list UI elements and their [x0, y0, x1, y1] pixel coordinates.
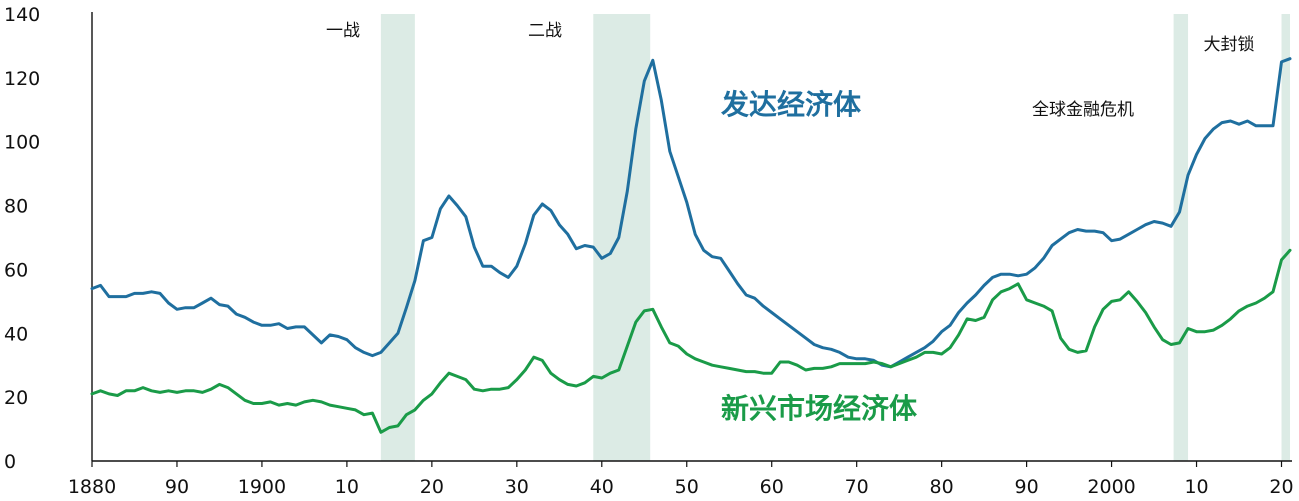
y-tick-label-6: 120 — [4, 68, 40, 90]
x-tick-label-7: 50 — [675, 476, 699, 498]
period-label-2: 全球金融危机 — [1032, 100, 1134, 120]
series-label-emerging: 新兴市场经济体 — [721, 392, 918, 425]
x-tick-label-11: 90 — [1015, 476, 1039, 498]
shaded-period-3 — [1281, 14, 1290, 461]
y-tick-label-0: 0 — [4, 451, 16, 473]
x-tick-label-8: 60 — [760, 476, 784, 498]
axes — [91, 12, 1292, 462]
series-line-1 — [90, 248, 1292, 434]
x-tick-label-4: 20 — [420, 476, 444, 498]
x-tick-label-12: 2000 — [1087, 476, 1135, 498]
period-label-1: 二战 — [528, 21, 562, 41]
series-label-advanced: 发达经济体 — [720, 88, 862, 121]
series-lines — [90, 57, 1292, 434]
x-tick-label-13: 10 — [1184, 476, 1208, 498]
x-tick-label-10: 80 — [930, 476, 954, 498]
period-label-3: 大封锁 — [1204, 35, 1255, 55]
shaded-period-2 — [1173, 14, 1189, 461]
period-label-0: 一战 — [326, 21, 360, 41]
y-tick-label-3: 60 — [4, 259, 28, 281]
y-tick-label-2: 40 — [4, 323, 28, 345]
x-tick-label-9: 70 — [845, 476, 869, 498]
y-tick-label-4: 80 — [4, 196, 28, 218]
x-tick-labels: 1880 90 1900 10 20 30 40 50 60 70 80 90 2000 10 20 — [68, 461, 1294, 498]
x-tick-label-1: 90 — [165, 476, 189, 498]
x-tick-label-5: 30 — [505, 476, 529, 498]
shaded-periods — [380, 14, 1290, 461]
y-tick-labels: 0 20 40 60 80 100 120 140 — [4, 4, 40, 473]
x-tick-label-0: 1880 — [68, 476, 116, 498]
shaded-period-0 — [380, 14, 415, 461]
y-tick-label-7: 140 — [4, 4, 40, 26]
x-tick-label-6: 40 — [590, 476, 614, 498]
x-tick-label-3: 10 — [335, 476, 359, 498]
series-line-0 — [90, 57, 1292, 369]
shaded-period-1 — [593, 14, 651, 461]
y-tick-label-5: 100 — [4, 132, 40, 154]
x-tick-label-2: 1900 — [238, 476, 286, 498]
y-tick-label-1: 20 — [4, 387, 28, 409]
x-tick-label-14: 20 — [1269, 476, 1293, 498]
